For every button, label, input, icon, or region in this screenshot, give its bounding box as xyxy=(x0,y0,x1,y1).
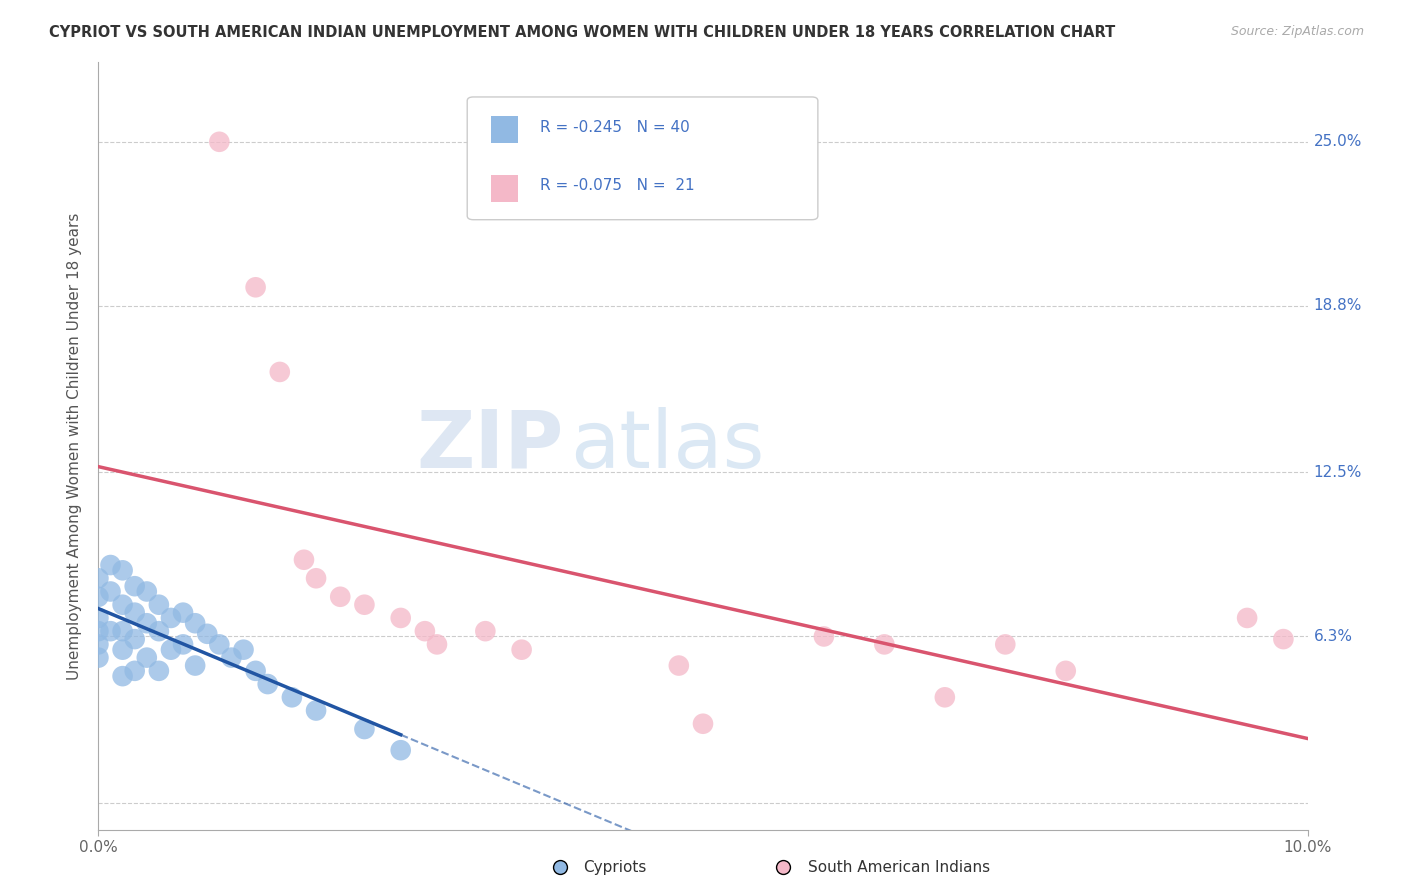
Text: atlas: atlas xyxy=(569,407,765,485)
Point xyxy=(111,598,134,612)
Bar xyxy=(492,116,517,143)
Point xyxy=(111,563,134,577)
Point xyxy=(184,658,207,673)
Point xyxy=(87,637,110,651)
Text: ZIP: ZIP xyxy=(416,407,564,485)
Point xyxy=(510,642,533,657)
Point xyxy=(124,632,146,646)
Point xyxy=(184,616,207,631)
Point xyxy=(232,642,254,657)
Point xyxy=(87,624,110,639)
Text: R = -0.075   N =  21: R = -0.075 N = 21 xyxy=(540,178,695,193)
Point xyxy=(281,690,304,705)
Point xyxy=(1236,611,1258,625)
Text: 18.8%: 18.8% xyxy=(1313,298,1362,313)
Point xyxy=(124,579,146,593)
Text: Source: ZipAtlas.com: Source: ZipAtlas.com xyxy=(1230,25,1364,38)
Point xyxy=(353,598,375,612)
Point xyxy=(135,650,157,665)
Point xyxy=(87,650,110,665)
Point xyxy=(389,743,412,757)
Point xyxy=(305,571,328,585)
Point xyxy=(135,584,157,599)
Point xyxy=(994,637,1017,651)
Point xyxy=(413,624,436,639)
Point xyxy=(208,637,231,651)
Point xyxy=(195,627,218,641)
Point xyxy=(87,590,110,604)
Point xyxy=(100,624,122,639)
Point xyxy=(100,584,122,599)
Text: South American Indians: South American Indians xyxy=(808,860,991,874)
Text: CYPRIOT VS SOUTH AMERICAN INDIAN UNEMPLOYMENT AMONG WOMEN WITH CHILDREN UNDER 18: CYPRIOT VS SOUTH AMERICAN INDIAN UNEMPLO… xyxy=(49,25,1115,40)
Point xyxy=(172,606,194,620)
Point xyxy=(160,611,183,625)
Point xyxy=(474,624,496,639)
Point xyxy=(111,669,134,683)
Point xyxy=(692,716,714,731)
Point xyxy=(208,135,231,149)
Point xyxy=(148,624,170,639)
Point xyxy=(87,611,110,625)
Text: Cypriots: Cypriots xyxy=(583,860,647,874)
Point xyxy=(135,616,157,631)
Point xyxy=(148,664,170,678)
Text: 25.0%: 25.0% xyxy=(1313,135,1362,149)
Point xyxy=(148,598,170,612)
Point xyxy=(389,611,412,625)
Point xyxy=(111,642,134,657)
Point xyxy=(426,637,449,651)
Text: 12.5%: 12.5% xyxy=(1313,465,1362,480)
Point xyxy=(172,637,194,651)
Point xyxy=(256,677,278,691)
Point xyxy=(668,658,690,673)
Point xyxy=(353,722,375,736)
Text: 6.3%: 6.3% xyxy=(1313,629,1353,644)
Point xyxy=(111,624,134,639)
Y-axis label: Unemployment Among Women with Children Under 18 years: Unemployment Among Women with Children U… xyxy=(67,212,83,680)
Point xyxy=(1054,664,1077,678)
Point xyxy=(813,630,835,644)
Point xyxy=(873,637,896,651)
Point xyxy=(124,606,146,620)
Point xyxy=(124,664,146,678)
Point xyxy=(245,664,267,678)
Point xyxy=(245,280,267,294)
FancyBboxPatch shape xyxy=(467,97,818,219)
Point xyxy=(160,642,183,657)
Point xyxy=(221,650,243,665)
Point xyxy=(934,690,956,705)
Point xyxy=(87,571,110,585)
Point xyxy=(292,553,315,567)
Point xyxy=(269,365,291,379)
Text: R = -0.245   N = 40: R = -0.245 N = 40 xyxy=(540,120,689,136)
Bar xyxy=(492,176,517,202)
Point xyxy=(329,590,352,604)
Point xyxy=(1272,632,1295,646)
Point xyxy=(100,558,122,572)
Point xyxy=(305,704,328,718)
